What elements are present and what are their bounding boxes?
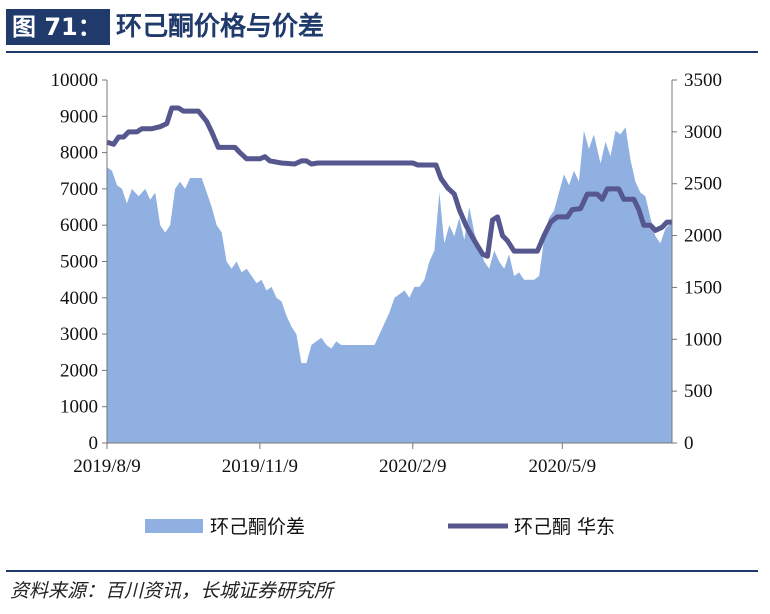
price-line-layer <box>106 105 672 259</box>
legend-label-price: 环己酮 华东 <box>514 516 615 538</box>
y-right-tick-label: 3500 <box>684 70 722 91</box>
y-right-tick-label: 0 <box>684 433 694 454</box>
y-left-tick-label: 10000 <box>51 70 99 91</box>
axes-layer <box>102 79 677 449</box>
y-left-tick-label: 5000 <box>60 252 98 273</box>
x-tick-label: 2019/11/9 <box>222 456 298 477</box>
y-right-tick-label: 2500 <box>684 174 722 195</box>
y-right-tick-label: 1000 <box>684 329 722 350</box>
legend-swatch-spread <box>145 519 203 533</box>
y-left-tick-label: 3000 <box>60 324 98 345</box>
tick-labels-layer: 0100020003000400050006000700080009000100… <box>51 70 723 477</box>
source-note: 资料来源：百川资讯，长城证券研究所 <box>10 580 334 602</box>
y-left-tick-label: 9000 <box>60 106 98 127</box>
y-right-tick-label: 500 <box>684 381 713 402</box>
legend: 环己酮价差 环己酮 华东 <box>145 516 615 538</box>
y-left-tick-label: 7000 <box>60 179 98 200</box>
top-rule <box>6 51 758 53</box>
bottom-rule <box>6 570 758 572</box>
y-left-tick-label: 2000 <box>60 360 98 381</box>
y-left-tick-label: 8000 <box>60 143 98 164</box>
x-tick-label: 2020/5/9 <box>529 456 597 477</box>
y-left-tick-label: 4000 <box>60 288 98 309</box>
legend-label-spread: 环己酮价差 <box>210 516 305 538</box>
y-right-tick-label: 3000 <box>684 122 722 143</box>
x-tick-label: 2020/2/9 <box>379 456 447 477</box>
y-left-tick-label: 6000 <box>60 215 98 236</box>
y-left-tick-label: 0 <box>89 433 99 454</box>
x-tick-label: 2019/8/9 <box>73 456 141 477</box>
spread-area <box>107 127 672 443</box>
y-right-tick-label: 2000 <box>684 226 722 247</box>
y-right-tick-label: 1500 <box>684 277 722 298</box>
y-left-tick-label: 1000 <box>60 397 98 418</box>
spread-area-layer <box>107 127 672 443</box>
figure-title: 环己酮价格与价差 <box>116 12 325 42</box>
figure-number: 图 71： <box>6 9 110 45</box>
price-spread-chart: 0100020003000400050006000700080009000100… <box>51 70 723 538</box>
figure-header: 图 71： 环己酮价格与价差 <box>0 0 770 52</box>
price-line <box>106 105 672 259</box>
